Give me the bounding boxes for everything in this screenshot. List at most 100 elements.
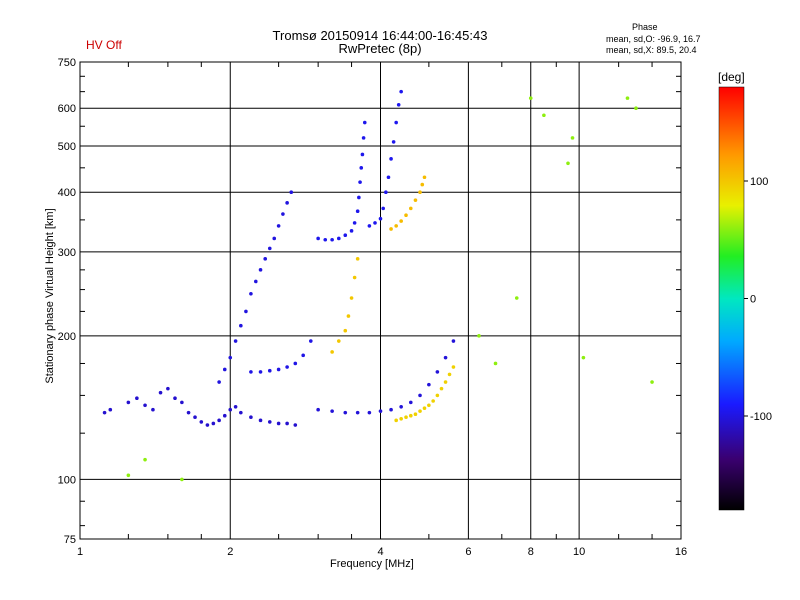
data-point: [272, 236, 277, 241]
data-point: [394, 120, 398, 125]
data-point: [394, 418, 398, 423]
data-point: [625, 96, 630, 100]
data-point: [233, 404, 238, 409]
data-point: [399, 404, 403, 409]
y-tick-label: 750: [58, 57, 76, 69]
data-point: [267, 420, 272, 424]
data-point: [151, 407, 155, 412]
data-point: [443, 380, 448, 384]
data-point: [276, 224, 281, 228]
data-point: [228, 407, 233, 412]
data-point: [439, 386, 444, 391]
data-point: [418, 190, 422, 195]
data-point: [267, 246, 272, 251]
data-point: [422, 406, 427, 411]
y-tick-label: 300: [58, 247, 76, 259]
data-point: [477, 334, 481, 338]
data-point: [435, 370, 440, 374]
data-point: [349, 229, 354, 233]
data-point: [373, 221, 377, 225]
data-point: [343, 233, 348, 238]
data-point: [394, 224, 398, 228]
data-point: [389, 157, 393, 161]
data-point: [650, 380, 654, 384]
data-point: [301, 353, 305, 358]
data-point: [420, 182, 425, 187]
data-point: [359, 166, 364, 170]
colorbar-unit-label: [deg]: [718, 70, 745, 84]
data-point: [281, 212, 285, 216]
phase-info-o-mode: mean, sd,O: -96.9, 16.7: [606, 34, 701, 44]
data-point: [186, 410, 191, 415]
x-tick-label: 6: [465, 546, 471, 558]
data-point: [528, 96, 533, 100]
data-point: [427, 403, 431, 408]
colorbar-ticks: 100 0 -100: [744, 176, 772, 423]
data-point: [249, 415, 253, 420]
chart-subtitle: RwPretec (8p): [338, 41, 422, 56]
data-point: [222, 413, 227, 418]
data-point: [355, 209, 360, 213]
colorbar-tick-label: 0: [750, 294, 756, 306]
data-point: [389, 227, 393, 231]
data-point: [228, 355, 233, 360]
chart-title: Tromsø 20150914 16:44:00-16:45:43: [272, 28, 488, 43]
data-point: [404, 213, 408, 218]
data-point: [396, 103, 401, 107]
x-axis-label: Frequency [MHz]: [330, 558, 414, 570]
data-point: [276, 367, 281, 372]
x-tick-label: 10: [573, 546, 585, 558]
colorbar: [718, 86, 745, 511]
plot-frame: [79, 61, 682, 540]
data-point: [316, 236, 320, 241]
data-point: [386, 175, 391, 180]
data-point: [447, 372, 452, 377]
data-point: [378, 409, 383, 413]
data-point: [451, 339, 456, 343]
data-point: [199, 420, 204, 424]
data-point: [514, 296, 519, 300]
data-point: [581, 355, 586, 360]
data-point: [126, 400, 131, 405]
colorbar-tick-label: 100: [750, 176, 768, 188]
data-point: [399, 219, 403, 223]
data-point: [378, 216, 383, 221]
data-point: [330, 409, 334, 413]
data-point: [263, 257, 268, 261]
data-point: [343, 328, 348, 333]
data-point: [143, 403, 147, 408]
data-point: [408, 400, 413, 405]
data-point: [158, 390, 163, 395]
grid-lines: [80, 62, 681, 539]
data-point: [399, 89, 403, 94]
y-tick-label: 400: [58, 187, 76, 199]
data-point: [316, 407, 320, 412]
data-point: [135, 396, 139, 400]
data-points: [102, 89, 654, 482]
data-point: [391, 140, 396, 144]
data-point: [413, 198, 418, 202]
data-point: [422, 175, 427, 180]
phase-info-title: Phase: [632, 22, 658, 32]
data-point: [362, 120, 367, 125]
data-point: [211, 421, 216, 426]
data-point: [217, 380, 221, 384]
data-point: [222, 367, 227, 372]
y-tick-label: 600: [58, 103, 76, 115]
data-point: [418, 409, 422, 413]
data-point: [451, 365, 456, 369]
data-point: [193, 415, 197, 420]
data-point: [634, 106, 638, 111]
data-point: [360, 152, 365, 157]
data-point: [399, 416, 403, 421]
colorbar-tick-label: -100: [750, 411, 772, 423]
data-point: [249, 291, 253, 296]
data-point: [293, 361, 298, 366]
data-point: [355, 410, 360, 415]
data-point: [330, 350, 334, 354]
data-point: [323, 237, 328, 242]
data-point: [285, 421, 289, 426]
data-point: [285, 201, 289, 205]
data-point: [143, 457, 147, 462]
data-point: [217, 418, 221, 423]
